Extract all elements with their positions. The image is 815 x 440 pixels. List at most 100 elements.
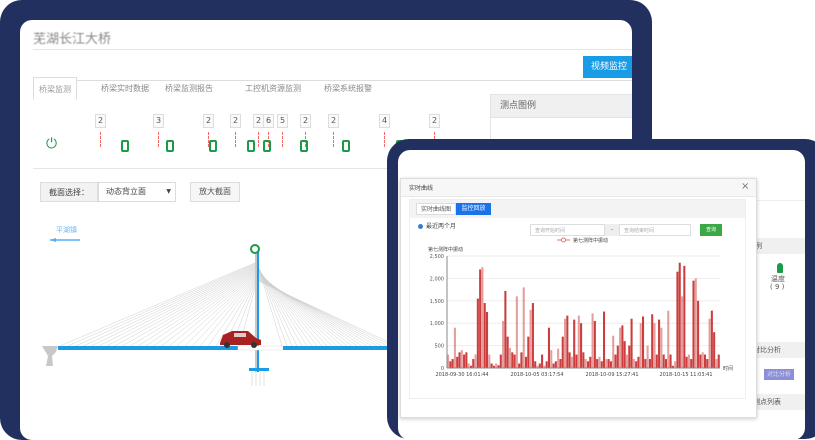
radio-label: 最近两个月 (426, 223, 457, 230)
bar (607, 359, 610, 368)
bar (596, 359, 599, 368)
bar (662, 354, 665, 368)
tab-bridge-monitoring[interactable]: 桥梁监测 (33, 77, 77, 100)
secondary-window: 例 温度 ( 9 ) 对比分析 对比分析 测点列表 实时曲线 × 实时曲线图 监… (398, 150, 805, 440)
tab-playback[interactable]: 监控回放 (456, 203, 491, 215)
bar (552, 363, 555, 368)
deck-right (283, 346, 393, 350)
sensor-count-badge[interactable]: 5 (277, 114, 288, 128)
tab-system-alarm[interactable]: 桥梁系统报警 (324, 84, 372, 93)
bar (614, 354, 617, 368)
close-icon[interactable]: × (741, 181, 750, 192)
tab-realtime-chart[interactable]: 实时曲线图 (416, 203, 456, 215)
section-select-value: 动态背立面 (106, 187, 146, 196)
tab-bar-line (33, 80, 632, 81)
bar (584, 359, 587, 368)
bar (488, 354, 491, 368)
tab-monitoring-report[interactable]: 桥梁监测报告 (165, 84, 213, 93)
bar (699, 354, 702, 368)
sensor-count-badge[interactable]: 2 (230, 114, 241, 128)
sensor-count-badge[interactable]: 3 (153, 114, 164, 128)
bar (469, 365, 473, 368)
bar (706, 359, 709, 368)
bar (564, 318, 567, 368)
bar (557, 348, 560, 368)
bar (632, 359, 635, 368)
vibration-chart: 第七测阵中振动第七测阵中振动05001,0001,5002,0002,50020… (428, 237, 733, 378)
end-time-input[interactable]: 查询结束时间 (619, 224, 691, 236)
sensor-count-badge[interactable]: 2 (328, 114, 339, 128)
tab-ipc-resources[interactable]: 工控机资源监测 (245, 84, 301, 93)
bar (692, 280, 695, 368)
modal-title: 实时曲线 (409, 185, 434, 192)
bar (529, 309, 532, 368)
zoom-section-button[interactable]: 放大截面 (190, 182, 240, 202)
sensor-marker-line (258, 132, 259, 147)
bar (690, 359, 693, 368)
bar (568, 352, 571, 368)
temperature-sensor-icon (777, 263, 783, 273)
video-monitor-button[interactable]: 视频监控 (583, 56, 632, 78)
bar (506, 336, 509, 368)
bar (531, 303, 534, 368)
y-tick-label: 500 (434, 344, 444, 350)
bar (451, 359, 454, 368)
sensor-marker-line (100, 132, 101, 147)
tab-realtime-data[interactable]: 桥梁实时数据 (101, 84, 149, 93)
accelerometer-icon[interactable]: ⏻ (46, 136, 58, 152)
bar (543, 365, 546, 368)
bar (593, 320, 596, 368)
strain-sensor-icon[interactable] (121, 140, 129, 152)
bar (671, 365, 674, 368)
strain-sensor-icon[interactable] (342, 140, 350, 152)
bar (701, 352, 704, 368)
query-button[interactable]: 查询 (700, 224, 722, 236)
compare-button[interactable]: 对比分析 (764, 369, 794, 380)
bar (570, 356, 573, 368)
start-time-input[interactable]: 查询开始时间 (530, 224, 605, 236)
date-separator: - (605, 224, 619, 236)
side-panel: 例 温度 ( 9 ) 对比分析 对比分析 测点列表 (753, 150, 805, 440)
bar (476, 298, 479, 368)
bar (658, 319, 661, 368)
sensor-count-badge[interactable]: 2 (300, 114, 311, 128)
bar (639, 323, 642, 368)
bar (527, 336, 530, 368)
bar (676, 271, 679, 368)
list-header: 测点列表 (753, 394, 805, 410)
bar (621, 325, 624, 368)
bar (538, 363, 541, 368)
bar (561, 336, 564, 368)
sensor-marker-line (235, 132, 236, 147)
bar (598, 356, 601, 368)
bar (681, 296, 684, 368)
bar (609, 361, 612, 368)
strain-sensor-icon[interactable] (166, 140, 174, 152)
sensor-count-badge[interactable]: 4 (379, 114, 390, 128)
sensor-marker-line (384, 132, 385, 147)
strain-sensor-icon[interactable] (300, 140, 308, 152)
bar (559, 359, 562, 368)
bar (504, 290, 507, 368)
chevron-down-icon: ▼ (166, 188, 171, 195)
bar (522, 287, 525, 368)
bar (525, 356, 528, 368)
sensor-count-badge[interactable]: 2 (95, 114, 106, 128)
bar (463, 354, 466, 368)
y-tick-label: 1,500 (430, 299, 444, 305)
bar (547, 327, 551, 368)
sensor-count-badge[interactable]: 2 (429, 114, 440, 128)
bar (474, 354, 477, 368)
sensor-count-badge[interactable]: 2 (203, 114, 214, 128)
strain-sensor-icon[interactable] (247, 140, 255, 152)
bar (713, 332, 716, 368)
bar (449, 361, 452, 368)
bar (472, 359, 475, 368)
strain-sensor-icon[interactable] (263, 140, 271, 152)
strain-sensor-icon[interactable] (209, 140, 217, 152)
realtime-curve-modal: 实时曲线 × 实时曲线图 监控回放 最近两个月 查询开始时间 - 查询结束时间 … (400, 178, 757, 418)
bar (619, 327, 622, 368)
radio-recent-two-months[interactable] (418, 224, 423, 229)
section-select[interactable]: 动态背立面 ▼ (98, 182, 176, 202)
sensor-count-badge[interactable]: 6 (263, 114, 274, 128)
